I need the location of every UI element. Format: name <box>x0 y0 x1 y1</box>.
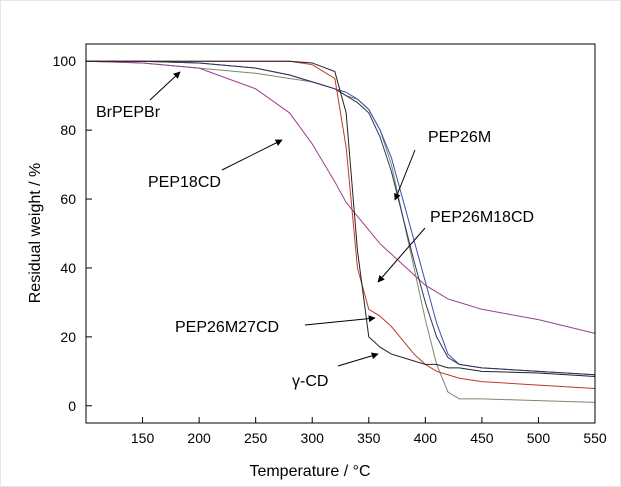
y-tick-label: 80 <box>60 122 76 138</box>
y-tick-label: 0 <box>68 398 76 414</box>
x-tick-label: 400 <box>414 430 438 446</box>
x-tick-label: 350 <box>357 430 381 446</box>
y-tick-label: 60 <box>60 191 76 207</box>
annotation-arrow <box>377 227 426 283</box>
series-annotation: γ-CD <box>292 373 328 390</box>
series-annotation: BrPEPBr <box>96 104 161 121</box>
annotation-arrow <box>394 149 416 201</box>
annotation-arrow <box>337 352 379 367</box>
x-tick-label: 450 <box>470 430 494 446</box>
x-tick-label: 150 <box>131 430 155 446</box>
y-tick-label: 20 <box>60 329 76 345</box>
series-annotation: PEP26M27CD <box>175 319 279 336</box>
series-line <box>86 60 596 376</box>
annotation-arrow <box>304 315 376 326</box>
series-line <box>85 60 596 334</box>
annotation-arrow <box>149 71 181 101</box>
annotation-arrow <box>221 139 283 171</box>
y-tick-label: 100 <box>53 53 77 69</box>
x-tick-label: 250 <box>244 430 268 446</box>
series-annotation: PEP18CD <box>148 174 221 191</box>
y-tick-label: 40 <box>60 260 76 276</box>
x-tick-label: 300 <box>301 430 325 446</box>
x-tick-label: 550 <box>583 430 607 446</box>
x-tick-label: 200 <box>187 430 211 446</box>
series-annotation: PEP26M <box>428 129 491 146</box>
series-line <box>86 60 596 377</box>
x-tick-label: 500 <box>527 430 551 446</box>
plot-border <box>85 43 596 424</box>
y-axis-label: Residual weight / % <box>27 163 44 304</box>
x-axis-label: Temperature / °C <box>249 463 370 480</box>
series-annotation: PEP26M18CD <box>430 209 534 226</box>
